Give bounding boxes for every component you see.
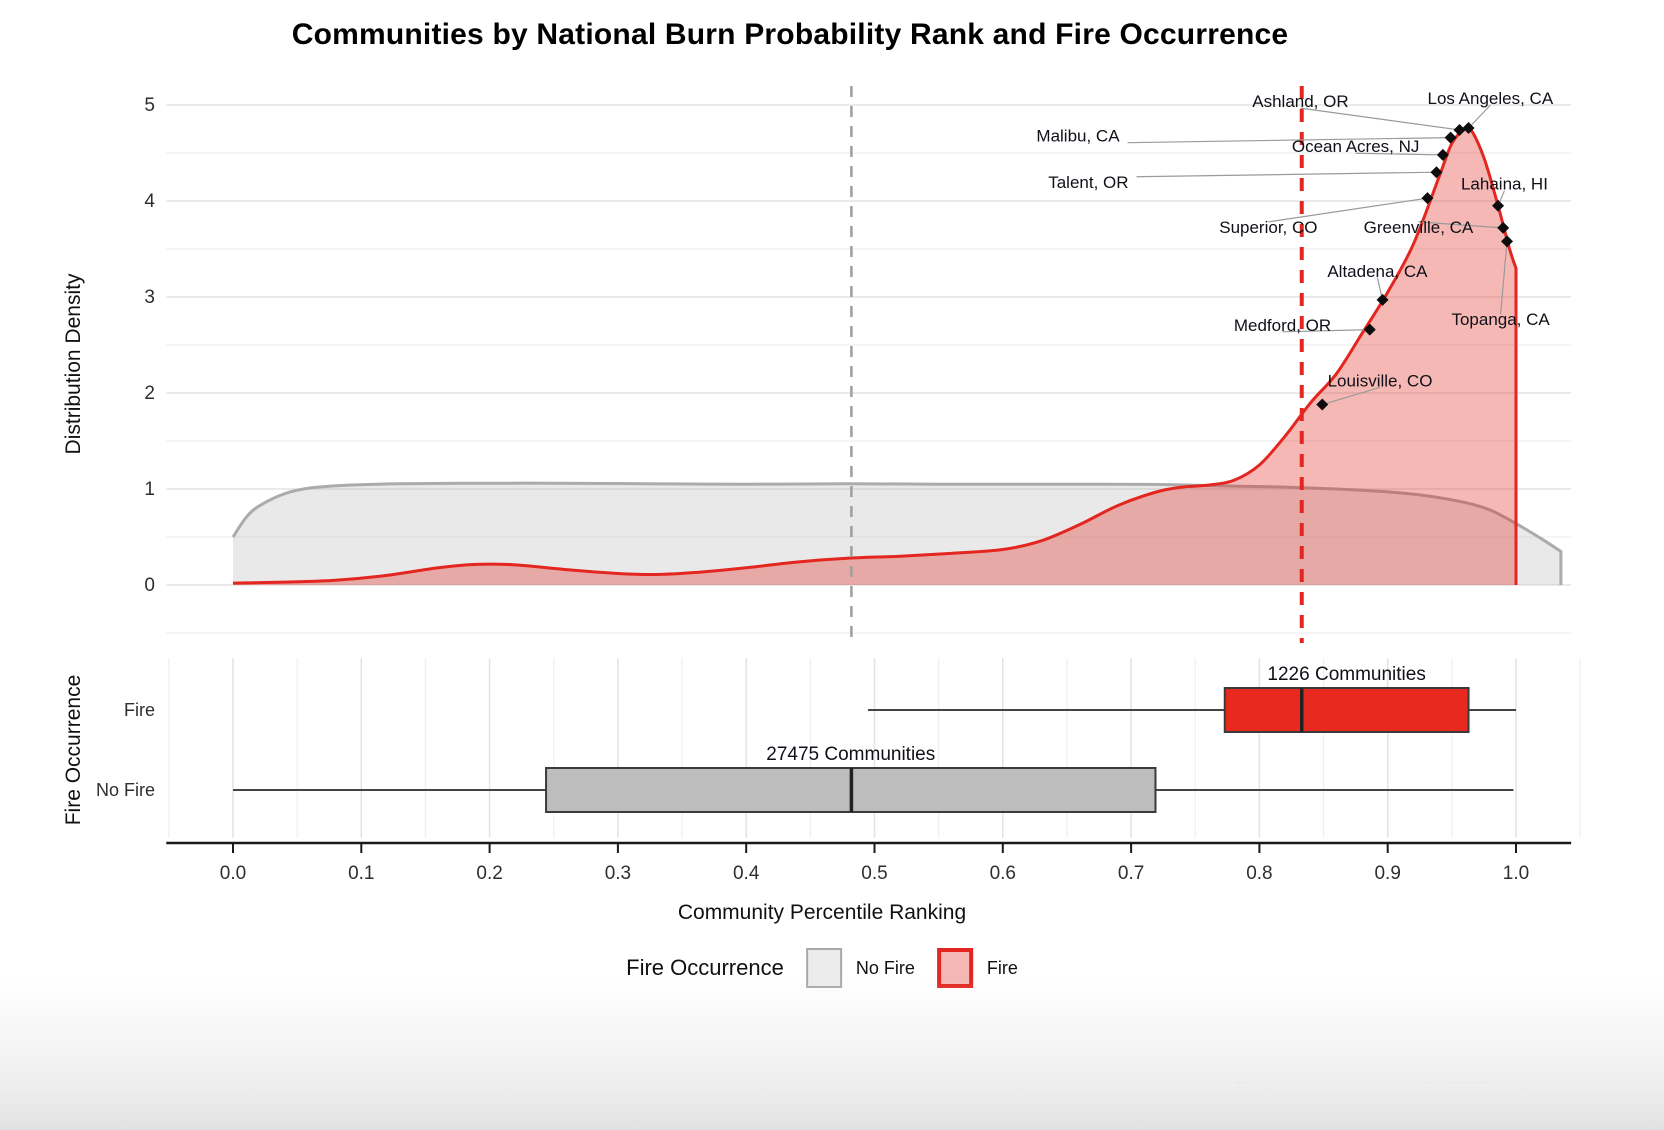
community-marker: [1492, 199, 1505, 212]
x-tick-label: 0.7: [1118, 863, 1144, 884]
density-line: [232, 125, 1518, 585]
leader-line: [1468, 104, 1491, 129]
x-tick-label: 0.8: [1246, 863, 1272, 884]
no-fire-swatch: [805, 948, 842, 988]
x-tick-label: 0.2: [476, 863, 502, 884]
box-axis-title: Fire Occurrence: [62, 675, 85, 826]
density-fill: [233, 126, 1516, 585]
plot-canvas: Malibu, CA Ashland, OR Los Angeles, CA Ocea…: [62, 86, 1581, 924]
x-axis-title: Community Percentile Ranking: [678, 901, 966, 924]
density-axis-title: Distribution Density: [62, 273, 85, 454]
y-tick-label: 2: [144, 383, 155, 404]
community-marker: [1444, 131, 1457, 144]
annotation-label: Greenville, CA: [1364, 218, 1474, 237]
community-marker: [1421, 192, 1434, 205]
legend: Fire Occurrence No Fire Fire: [626, 948, 1018, 988]
x-axis: 0.0 0.1 0.2 0.3 0.4 0.5 0.6 0.7 0.8 0.9 1.0 Communi…: [166, 841, 1572, 924]
y-axis: 0 1 2 3 4 5 Distribution Density Fire No Fire Fir…: [62, 95, 155, 825]
box-category-label: Fire: [124, 700, 155, 720]
community-marker: [1430, 166, 1443, 179]
annotation-label: Talent, OR: [1048, 173, 1128, 192]
legend-item-label: No Fire: [855, 957, 915, 978]
community-marker: [1497, 221, 1510, 234]
boxplot-no-fire: 27475 Communities: [233, 744, 1514, 813]
leader-line: [1136, 171, 1437, 178]
annotation-label: Lahaina, HI: [1461, 175, 1548, 194]
annotation-label: Topanga, CA: [1451, 310, 1550, 329]
y-tick-label: 4: [144, 191, 155, 212]
x-tick-label: 0.0: [220, 863, 246, 884]
community-marker: [1363, 323, 1376, 336]
x-tick-label: 0.3: [605, 863, 631, 884]
y-tick-label: 5: [144, 95, 155, 116]
annotation-label: Los Angeles, CA: [1427, 89, 1553, 108]
annotation-label: Ocean Acres, NJ: [1292, 137, 1420, 156]
x-tick-label: 0.6: [990, 863, 1016, 884]
boxplot-fire: 1226 Communities: [868, 664, 1516, 733]
legend-item-label: Fire: [986, 957, 1018, 978]
community-marker: [1316, 398, 1329, 411]
community-marker: [1436, 148, 1449, 161]
annotation-label: Medford, OR: [1234, 316, 1331, 335]
chart-title: Communities by National Burn Probability…: [291, 18, 1289, 51]
annotation-label: Malibu, CA: [1036, 127, 1120, 146]
community-marker: [1462, 122, 1475, 135]
annotation-label: Ashland, OR: [1252, 92, 1348, 111]
box: [1223, 687, 1470, 733]
y-tick-label: 3: [144, 287, 155, 308]
legend-item-no-fire: No Fire: [805, 948, 915, 988]
annotation-label: Louisville, CO: [1328, 371, 1433, 390]
y-tick-label: 0: [144, 575, 155, 596]
leader-line: [1355, 152, 1443, 156]
leader-line: [1127, 137, 1451, 144]
x-tick-label: 0.5: [861, 863, 887, 884]
x-tick-label: 0.9: [1374, 863, 1400, 884]
count-label: 27475 Communities: [766, 744, 935, 765]
community-marker: [1376, 293, 1389, 306]
density-series-fire: [232, 125, 1518, 585]
x-tick-label: 0.1: [348, 863, 374, 884]
annotations: Malibu, CA Ashland, OR Los Angeles, CA Ocea…: [1036, 89, 1554, 411]
annotation-label: Superior, CO: [1219, 218, 1317, 237]
community-marker: [1501, 235, 1514, 248]
x-tick-label: 1.0: [1503, 863, 1529, 884]
leader-line: [1282, 329, 1370, 333]
density-fill: [233, 483, 1561, 585]
annotation-label: Altadena, CA: [1327, 262, 1428, 281]
y-tick-label: 1: [144, 479, 155, 500]
legend-title: Fire Occurrence: [626, 955, 784, 980]
density-line: [231, 481, 1563, 585]
leader-line: [1500, 241, 1508, 315]
box-category-label: No Fire: [96, 780, 155, 800]
count-label: 1226 Communities: [1267, 664, 1425, 685]
leader-line: [1418, 221, 1504, 229]
x-tick-label: 0.4: [733, 863, 760, 884]
leader-line: [1322, 386, 1381, 406]
density-series-no-fire: [231, 481, 1563, 585]
footer-note: Plot generated on July 03, 2025: [1233, 1078, 1488, 1098]
fire-swatch: [936, 948, 973, 988]
legend-item-fire: Fire: [936, 948, 1018, 988]
community-marker: [1453, 123, 1466, 136]
leader-line: [1268, 197, 1428, 223]
density-gridlines: [166, 104, 1572, 634]
leader-line: [1300, 107, 1460, 131]
